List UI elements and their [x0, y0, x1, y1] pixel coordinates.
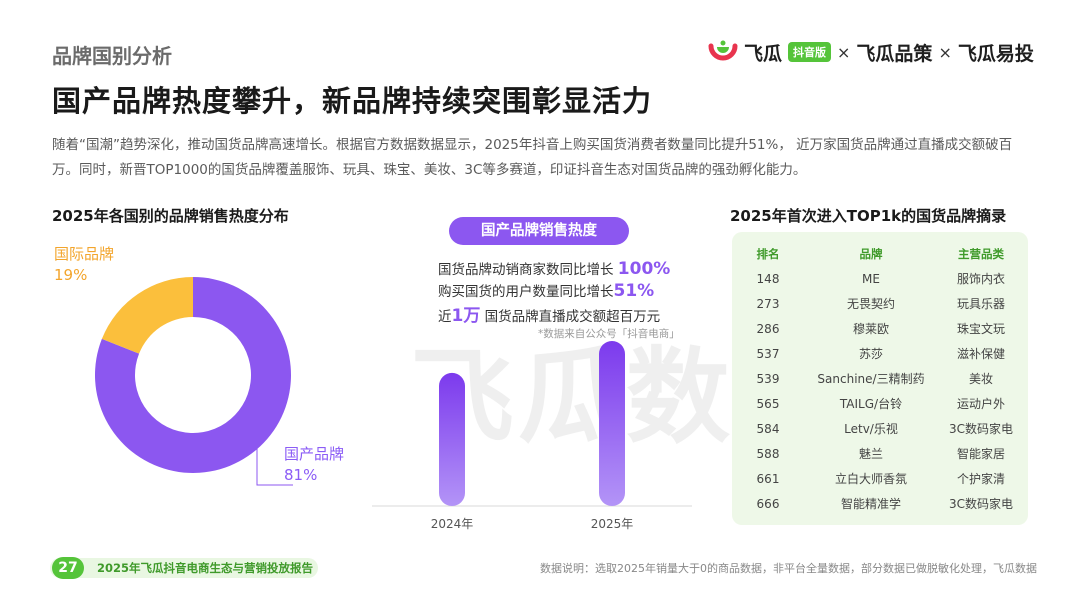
source-note: *数据来自公众号「抖音电商」 — [538, 328, 680, 340]
cell-rank: 565 — [756, 397, 780, 411]
logo-badge-douyin: 抖音版 — [788, 42, 832, 62]
cell-brand: 智能精准学 — [840, 497, 901, 511]
cell-category: 美妆 — [968, 372, 993, 386]
table-row: 666 智能精准学 3C数码家电 — [732, 492, 1028, 517]
footer-report-pill — [50, 558, 318, 578]
table-title: 2025年首次进入TOP1k的国货品牌摘录 — [730, 207, 1007, 225]
header-rank: 排名 — [756, 247, 780, 261]
cell-brand: Sanchine/三精制药 — [817, 372, 925, 386]
stat-users-text: 购买国货的用户数量同比增长 — [438, 284, 614, 300]
stat-merchants-text: 国货品牌动销商家数同比增长 — [438, 262, 618, 278]
stat-brands-text: 国货品牌直播成交额超百万元 — [480, 309, 661, 325]
table-header-row: 排名 品牌 主营品类 — [732, 242, 1028, 267]
cell-category: 玩具乐器 — [956, 297, 1005, 311]
cell-rank: 539 — [756, 372, 780, 386]
cell-brand: 魅兰 — [858, 447, 883, 461]
cell-brand: TAILG/台铃 — [839, 397, 903, 411]
logo-brand-pince: 飞瓜品策 — [856, 42, 933, 65]
cell-category: 3C数码家电 — [948, 422, 1013, 436]
cell-category: 珠宝文玩 — [956, 322, 1005, 336]
cell-category: 服饰内衣 — [956, 272, 1005, 286]
cell-brand: 无畏契约 — [846, 297, 895, 311]
logo-separator: × — [837, 42, 851, 62]
table-row: 661 立白大师香氛 个护家清 — [732, 467, 1028, 492]
cell-category: 滋补保健 — [956, 347, 1005, 361]
international-brand-name: 国际品牌 — [54, 245, 115, 263]
report-name: 2025年飞瓜抖音电商生态与营销投放报告 — [97, 561, 314, 575]
table-row: 148 ME 服饰内衣 — [732, 267, 1028, 292]
stat-brands: 近1万 国货品牌直播成交额超百万元 — [438, 301, 660, 326]
cell-rank: 661 — [756, 472, 780, 486]
header-category: 主营品类 — [958, 247, 1004, 261]
stat-merchants: 国货品牌动销商家数同比增长 100% — [438, 258, 670, 279]
page-headline: 国产品牌热度攀升，新品牌持续突围彰显活力 — [52, 84, 653, 118]
cell-category: 3C数码家电 — [948, 497, 1013, 511]
domestic-brand-name: 国产品牌 — [284, 445, 345, 463]
bar-tick-label: 2024年 — [431, 517, 474, 531]
logo-brand-feigua: 飞瓜 — [744, 42, 783, 65]
cell-category: 智能家居 — [956, 447, 1005, 461]
brand-logo: 飞瓜 抖音版 × 飞瓜品策 × 飞瓜易投 — [708, 38, 1034, 66]
cell-rank: 286 — [756, 322, 780, 336]
stat-brands-value: 1万 — [451, 306, 481, 326]
table-row: 286 穆莱欧 珠宝文玩 — [732, 317, 1028, 342]
header-brand: 品牌 — [859, 247, 883, 261]
cell-brand: 穆莱欧 — [852, 322, 889, 336]
pie-slice-international — [101, 277, 193, 354]
stat-users: 购买国货的用户数量同比增长51% — [438, 280, 654, 301]
section-label: 品牌国别分析 — [52, 44, 172, 68]
bar-2025年 — [599, 341, 625, 506]
cell-rank: 273 — [756, 297, 780, 311]
table-row: 588 魅兰 智能家居 — [732, 442, 1028, 467]
cell-category: 个护家清 — [956, 472, 1005, 486]
cell-rank: 588 — [756, 447, 780, 461]
pie-slice-domestic — [95, 277, 291, 473]
new-brands-table: 排名 品牌 主营品类 148 ME 服饰内衣 273 无畏契约 玩具乐器 286 穆莱欧 珠宝文… — [732, 232, 1028, 525]
cell-brand: ME — [862, 272, 880, 286]
logo-brand-yitou: 飞瓜易投 — [957, 42, 1034, 65]
domestic-brand-label: 国产品牌 81% — [284, 444, 344, 486]
table-row: 537 苏莎 滋补保健 — [732, 342, 1028, 367]
domestic-leader-line — [256, 442, 293, 486]
domestic-brand-value: 81% — [284, 466, 318, 484]
page-number: 27 — [52, 557, 84, 579]
cell-brand: 苏莎 — [858, 347, 883, 361]
table-row: 539 Sanchine/三精制药 美妆 — [732, 367, 1028, 392]
intro-paragraph: 随着“国潮”趋势深化，推动国货品牌高速增长。根据官方数据数据显示，2025年抖音… — [52, 137, 1013, 178]
cell-rank: 537 — [756, 347, 780, 361]
bar-tick-label: 2025年 — [591, 517, 634, 531]
pie-chart-title: 2025年各国别的品牌销售热度分布 — [52, 207, 289, 225]
cell-brand: 立白大师香氛 — [834, 472, 907, 486]
international-brand-label: 国际品牌 19% — [54, 244, 114, 286]
cell-brand: Letv/乐视 — [844, 422, 898, 436]
stat-merchants-value: 100% — [617, 259, 671, 279]
cell-category: 运动户外 — [956, 397, 1005, 411]
brand-origin-donut-chart — [95, 277, 291, 473]
cell-rank: 584 — [756, 422, 780, 436]
stat-brands-prefix: 近 — [438, 309, 452, 325]
stat-users-value: 51% — [613, 281, 655, 301]
logo-separator: × — [938, 42, 952, 62]
cell-rank: 148 — [756, 272, 780, 286]
cell-rank: 666 — [756, 497, 780, 511]
bar-2024年 — [439, 372, 465, 506]
domestic-heat-pill: 国产品牌销售热度 — [449, 217, 629, 245]
data-disclaimer: 数据说明：选取2025年销量大于0的商品数据，非平台全量数据，部分数据已做脱敏化… — [540, 562, 1037, 575]
melon-logo-icon — [708, 38, 738, 66]
table-row: 584 Letv/乐视 3C数码家电 — [732, 417, 1028, 442]
table-row: 273 无畏契约 玩具乐器 — [732, 292, 1028, 317]
table-row: 565 TAILG/台铃 运动户外 — [732, 392, 1028, 417]
heat-bar-chart: 2024年 2025年 — [372, 341, 692, 531]
international-brand-value: 19% — [54, 266, 88, 284]
